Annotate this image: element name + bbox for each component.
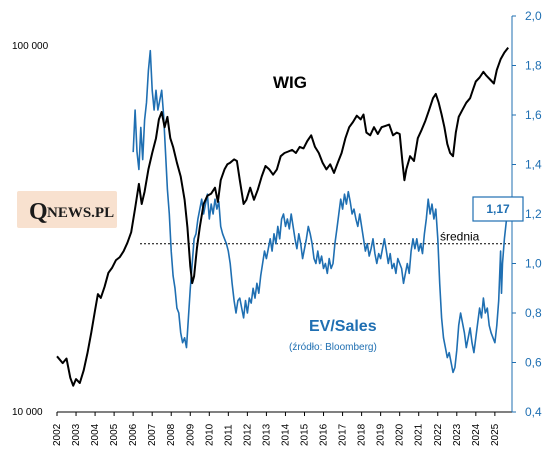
x-tick-label: 2017 [338,423,349,446]
right-tick-label: 1,8 [525,59,542,73]
average-label: średnia [440,230,480,244]
x-tick-label: 2024 [471,423,482,446]
last-value-callout: 1,17 [472,196,524,222]
x-tick-label: 2010 [204,423,215,446]
logo-text: NEWS.PL [47,205,114,221]
left-tick-label: 100 000 [12,41,49,52]
logo-letter: Q [29,199,48,225]
x-tick-label: 2021 [414,423,425,446]
x-tick-label: 2007 [147,423,158,446]
right-tick-label: 1,0 [525,257,542,271]
x-tick-label: 2023 [452,423,463,446]
x-tick-label: 2002 [52,423,63,446]
x-tick-label: 2013 [261,423,272,446]
left-tick-label: 10 000 [12,407,43,418]
right-tick-label: 1,4 [525,158,542,172]
series-label-ev-sales: EV/Sales [309,318,377,335]
x-tick-label: 2005 [109,423,120,446]
series-label-wig: WIG [273,73,307,92]
x-tick-label: 2006 [128,423,139,446]
left-axis-ticks: 10 000 100 000 [12,41,49,418]
right-tick-label: 0,6 [525,356,542,370]
x-tick-label: 2008 [166,423,177,446]
series-line-wig [56,46,509,387]
x-tick-label: 2014 [280,423,291,446]
x-tick-label: 2004 [90,423,101,446]
x-tick-label: 2009 [185,423,196,446]
x-tick-label: 2022 [433,423,444,446]
right-tick-label: 0,4 [525,405,542,419]
x-tick-label: 2015 [299,423,310,446]
right-tick-label: 1,2 [525,207,542,221]
x-tick-label: 2019 [376,423,387,446]
source-label: (źródło: Bloomberg) [289,342,377,353]
right-axis-ticks: 0,4 0,6 0,8 1,0 1,2 1,4 1,6 1,8 2,0 [512,9,542,419]
right-tick-label: 0,8 [525,306,542,320]
x-tick-label: 2011 [223,424,234,446]
x-tick-label: 2003 [71,423,82,446]
x-tick-label: 2016 [319,423,330,446]
x-tick-label: 2025 [490,423,501,446]
series-line-ev-sales [132,49,508,374]
last-value-box [472,196,524,222]
logo: Q NEWS.PL [17,191,117,228]
x-tick-label: 2012 [242,423,253,446]
right-tick-label: 1,6 [525,108,542,122]
right-tick-label: 2,0 [525,9,542,23]
x-tick-label: 2018 [357,423,368,446]
last-value-label: 1,17 [486,202,510,216]
logo-background [17,191,117,228]
x-axis-ticks: 2002 2003 2004 2005 2006 2007 2008 2009 2010 2011… [52,412,501,446]
x-tick-label: 2020 [395,423,406,446]
